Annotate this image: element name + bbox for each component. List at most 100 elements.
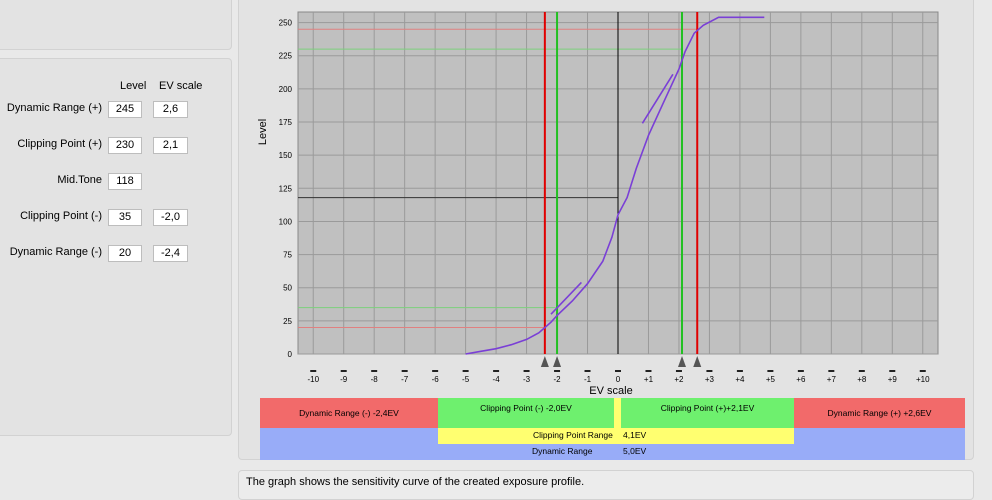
mid-tone-band	[614, 398, 621, 428]
x-tick-mark	[462, 370, 469, 372]
clipping-point-plus-ev-field[interactable]: 2,1	[153, 137, 188, 154]
y-tick-label: 125	[279, 184, 293, 193]
y-tick-label: 25	[283, 317, 292, 326]
y-tick-label: 50	[283, 284, 292, 293]
x-tick-mark	[371, 370, 378, 372]
x-tick-label: +5	[766, 375, 776, 384]
x-tick-mark	[584, 370, 591, 372]
clipping-point-minus-ev-field[interactable]: -2,0	[153, 209, 188, 226]
marker-handle-arrow-icon[interactable]	[540, 356, 549, 367]
ev-column-header: EV scale	[159, 80, 203, 92]
x-tick-label: +3	[705, 375, 715, 384]
dynamic-range-plus-level-field[interactable]: 245	[108, 101, 142, 118]
x-tick-label: +2	[674, 375, 684, 384]
x-tick-mark	[706, 370, 713, 372]
dynamic-range-minus-label: Dynamic Range (-)	[9, 246, 102, 258]
y-tick-label: 150	[279, 151, 293, 160]
y-tick-label: 200	[279, 85, 293, 94]
marker-handles[interactable]	[540, 356, 702, 367]
x-tick-label: +7	[827, 375, 837, 384]
clipping-point-range-label: Clipping Point Range	[533, 430, 613, 440]
x-tick-mark	[858, 370, 865, 372]
x-tick-mark	[645, 370, 652, 372]
dynamic-range-band: Dynamic Range 5,0EV	[260, 444, 965, 460]
x-tick-label: +9	[888, 375, 898, 384]
marker-handle-arrow-icon[interactable]	[693, 356, 702, 367]
top-left-panel	[0, 0, 232, 50]
y-tick-label: 100	[279, 217, 293, 226]
x-tick-label: -9	[340, 375, 348, 384]
clipping-point-minus-band: Clipping Point (-) -2,0EV	[438, 398, 614, 428]
x-tick-label: -8	[371, 375, 379, 384]
marker-handle-arrow-icon[interactable]	[678, 356, 686, 367]
x-tick-label: 0	[616, 375, 621, 384]
y-tick-label: 250	[279, 19, 293, 28]
x-axis-label: EV scale	[589, 385, 632, 397]
clipping-point-range-value: 4,1EV	[623, 430, 647, 440]
x-tick-mark	[432, 370, 439, 372]
x-tick-mark	[615, 370, 621, 372]
y-tick-label: 0	[288, 350, 293, 359]
x-tick-label: +6	[796, 375, 806, 384]
x-tick-mark	[919, 370, 926, 372]
x-tick-label: -5	[462, 375, 470, 384]
y-axis-ticks: 0 25 50 75 100 125 150 175 200 225 250	[279, 19, 293, 359]
x-tick-mark	[675, 370, 682, 372]
y-tick-label: 75	[283, 251, 292, 260]
mid-tone-level-field[interactable]: 118	[108, 173, 142, 190]
x-tick-mark	[797, 370, 804, 372]
blue-band-left	[260, 428, 438, 444]
clipping-point-range-band: Clipping Point Range 4,1EV	[438, 428, 794, 444]
clipping-point-plus-level-field[interactable]: 230	[108, 137, 142, 154]
clipping-point-minus-level-field[interactable]: 35	[108, 209, 142, 226]
curve-series	[465, 16, 765, 355]
x-tick-label: +1	[644, 375, 654, 384]
mid-tone-label: Mid.Tone	[57, 174, 102, 186]
x-tick-mark	[340, 370, 347, 372]
y-tick-label: 225	[279, 52, 293, 61]
x-tick-mark	[767, 370, 774, 372]
clipping-point-minus-label: Clipping Point (-)	[20, 210, 102, 222]
x-tick-mark	[554, 370, 561, 372]
curve-line-2	[641, 73, 674, 124]
dynamic-range-plus-band: Dynamic Range (+) +2,6EV	[794, 398, 965, 428]
dynamic-range-minus-level-field[interactable]: 20	[108, 245, 142, 262]
y-axis-label: Level	[257, 119, 269, 145]
x-tick-mark	[523, 370, 530, 372]
x-tick-mark	[828, 370, 835, 372]
x-tick-label: +8	[857, 375, 867, 384]
dynamic-range-plus-ev-field[interactable]: 2,6	[153, 101, 188, 118]
level-column-header: Level	[120, 80, 147, 92]
x-tick-label: -4	[493, 375, 501, 384]
x-tick-label: -10	[307, 375, 319, 384]
curve-line-1	[550, 281, 582, 315]
dynamic-range-plus-label: Dynamic Range (+)	[6, 102, 102, 114]
dynamic-range-total-value: 5,0EV	[623, 446, 647, 456]
x-tick-label: -2	[553, 375, 561, 384]
x-tick-mark	[310, 370, 317, 372]
curve-line-0	[465, 16, 765, 355]
marker-handle-arrow-icon[interactable]	[553, 356, 562, 367]
caption-panel	[238, 470, 974, 500]
dynamic-range-total-label: Dynamic Range	[532, 446, 593, 456]
x-tick-mark	[401, 370, 408, 372]
clipping-point-plus-band: Clipping Point (+)+2,1EV	[621, 398, 794, 428]
x-tick-label: -1	[584, 375, 592, 384]
x-tick-label: -3	[523, 375, 531, 384]
x-tick-label: +4	[735, 375, 745, 384]
dynamic-range-minus-band: Dynamic Range (-) -2,4EV	[260, 398, 438, 428]
x-axis-ticks: -10 -9 -8 -7 -6 -5 -4 -3 -2 -1 0 +1 +2 +3 +4 +5 +6 +7 +8 +9…	[307, 370, 930, 384]
x-tick-mark	[493, 370, 500, 372]
blue-band-right	[794, 428, 965, 444]
x-tick-mark	[889, 370, 896, 372]
x-tick-label: -6	[432, 375, 440, 384]
x-tick-label: +10	[916, 375, 930, 384]
graph-description: The graph shows the sensitivity curve of…	[246, 476, 585, 488]
vertical-marker-lines	[543, 12, 699, 354]
x-tick-mark	[736, 370, 743, 372]
y-tick-label: 175	[279, 118, 293, 127]
x-tick-label: -7	[401, 375, 409, 384]
dynamic-range-minus-ev-field[interactable]: -2,4	[153, 245, 188, 262]
clipping-point-plus-label: Clipping Point (+)	[17, 138, 102, 150]
